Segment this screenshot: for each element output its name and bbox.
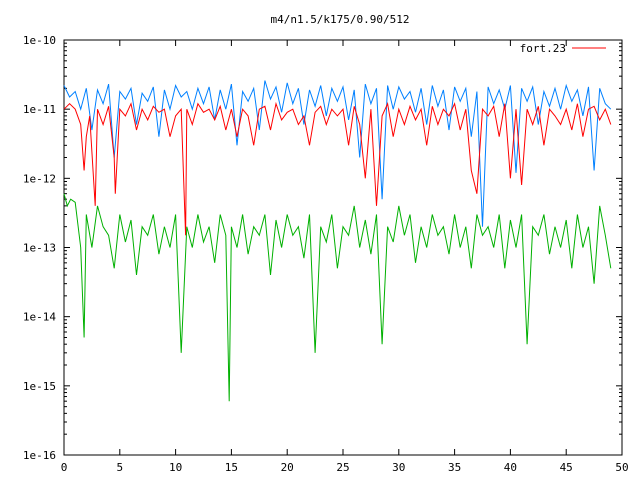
- x-tick-label: 35: [448, 461, 461, 474]
- chart-title: m4/n1.5/k175/0.90/512: [270, 13, 409, 26]
- series-line-1: [63, 80, 612, 227]
- series-line-2: [63, 193, 612, 402]
- legend-label: fort.23: [520, 42, 566, 55]
- x-axis: 0 5 10 15 20 25 30 35 40 45 50: [61, 40, 629, 474]
- x-tick-label: 25: [336, 461, 349, 474]
- series-layer: [63, 80, 612, 402]
- y-tick-label: 1e-16: [23, 449, 56, 462]
- x-tick-label: 5: [116, 461, 123, 474]
- y-axis: 1e-16 1e-15 1e-14 1e-13 1e-12 1e-11 1e-10: [23, 34, 622, 462]
- x-tick-label: 50: [615, 461, 628, 474]
- x-tick-label: 30: [392, 461, 405, 474]
- plot-frame: [63, 39, 623, 456]
- x-tick-label: 40: [504, 461, 517, 474]
- series-line-0: [63, 101, 612, 236]
- y-tick-label: 1e-10: [23, 34, 56, 47]
- y-tick-label: 1e-13: [23, 242, 56, 255]
- legend: fort.23: [520, 42, 606, 55]
- y-tick-label: 1e-12: [23, 172, 56, 185]
- x-tick-label: 20: [281, 461, 294, 474]
- x-tick-label: 10: [169, 461, 182, 474]
- y-tick-label: 1e-14: [23, 311, 56, 324]
- y-tick-label: 1e-11: [23, 103, 56, 116]
- x-tick-label: 15: [225, 461, 238, 474]
- x-tick-label: 45: [560, 461, 573, 474]
- x-tick-label: 0: [61, 461, 68, 474]
- y-tick-label: 1e-15: [23, 380, 56, 393]
